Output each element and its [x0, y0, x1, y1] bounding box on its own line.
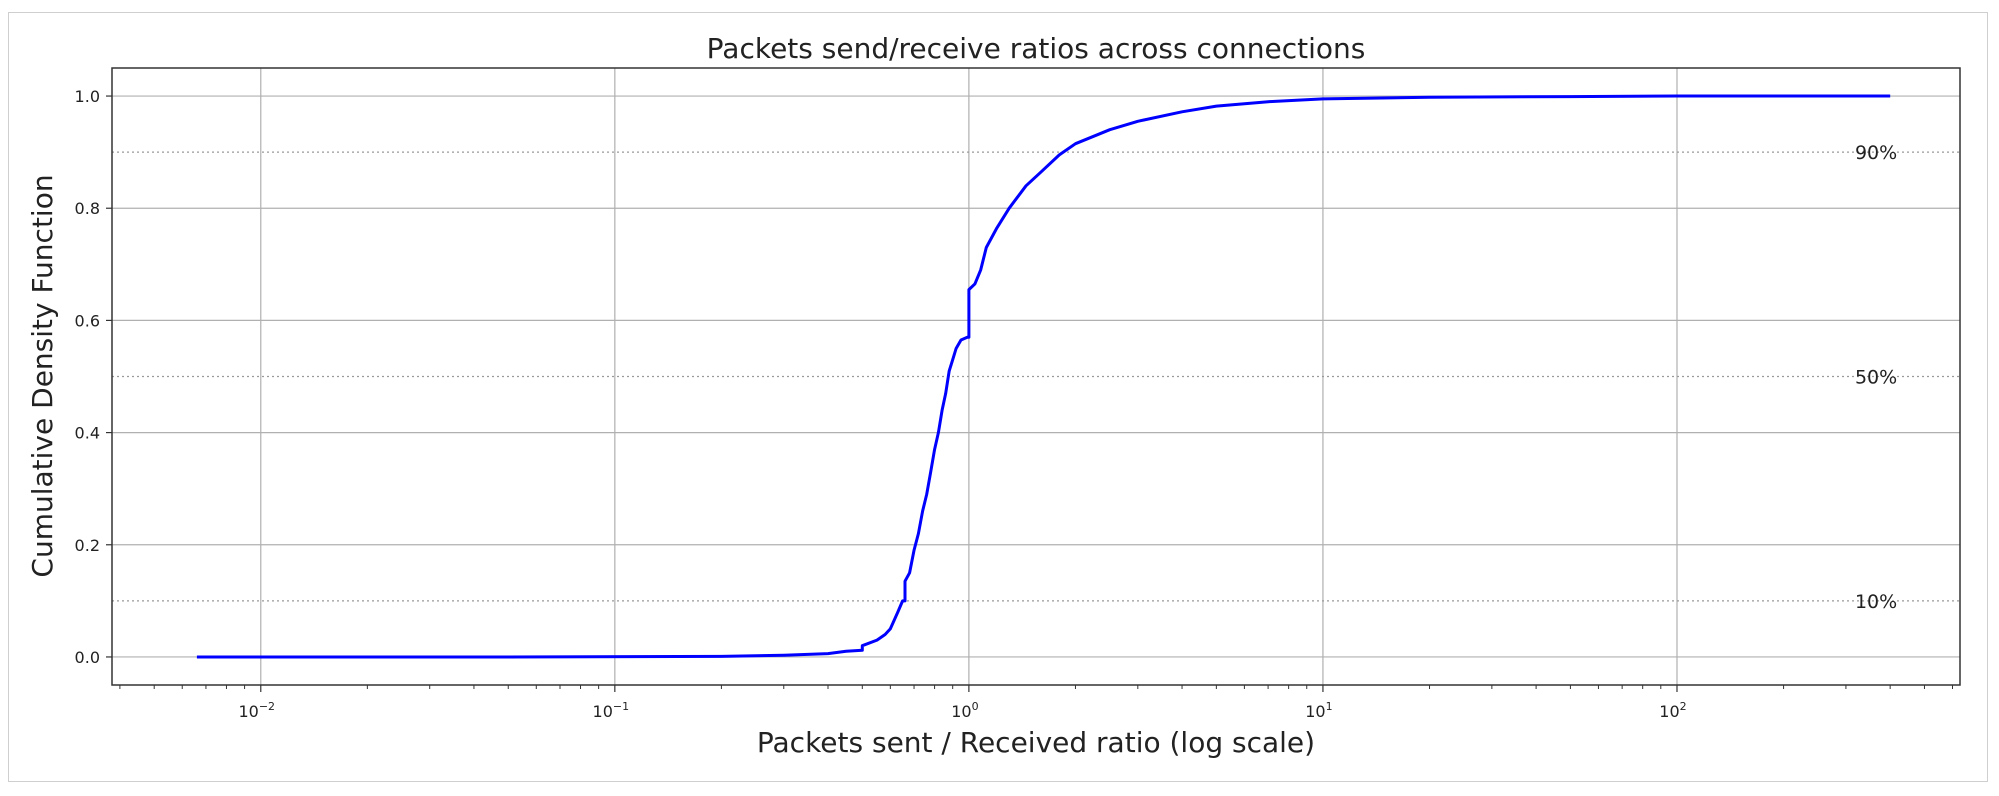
x-tick-label: 101 — [1305, 700, 1332, 721]
x-axis-label: Packets sent / Received ratio (log scale… — [757, 726, 1315, 759]
chart-title: Packets send/receive ratios across conne… — [707, 32, 1366, 65]
x-tick-label: 102 — [1659, 700, 1686, 721]
cdf-line — [196, 94, 1891, 659]
y-tick-label: 0.4 — [75, 424, 100, 443]
figure-frame — [8, 12, 1988, 782]
x-tick-label: 10−1 — [593, 700, 630, 721]
y-tick-label: 0.6 — [75, 311, 100, 330]
y-tick-label: 1.0 — [75, 87, 100, 106]
series-layer — [196, 94, 1891, 659]
plot-area-border — [111, 67, 1961, 686]
y-tick-label: 0.8 — [75, 199, 100, 218]
grid — [112, 68, 1960, 685]
reference-line-label: 90% — [1855, 142, 1897, 164]
x-tick-label: 100 — [951, 700, 978, 721]
reference-lines: 90% 50% 10% — [112, 142, 1960, 613]
y-axis-label: Cumulative Density Function — [26, 174, 59, 577]
reference-line-label: 50% — [1855, 367, 1897, 389]
y-tick-label: 0.2 — [75, 536, 100, 555]
x-axis-ticks: 10−2 10−1 100 101 102 — [119, 685, 1953, 721]
y-tick-label: 0.0 — [75, 648, 100, 667]
reference-line-label: 10% — [1855, 591, 1897, 613]
y-axis-ticks: 0.0 0.2 0.4 0.6 0.8 1.0 — [75, 87, 112, 667]
x-tick-label: 10−2 — [238, 700, 275, 721]
